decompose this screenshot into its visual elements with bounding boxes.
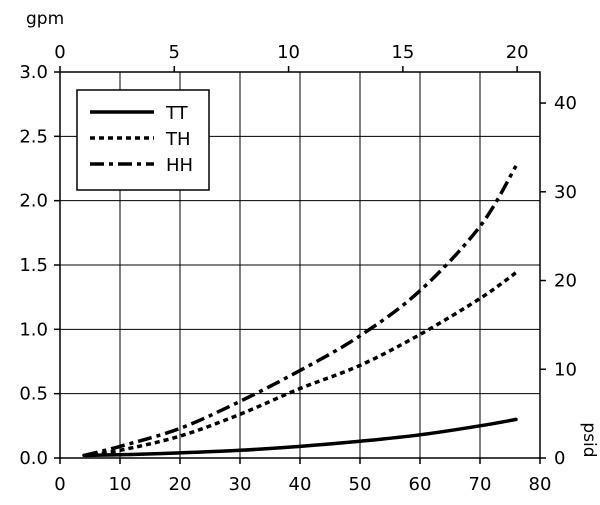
x-bottom-tick-label: 20	[169, 474, 192, 495]
legend-label-th: TH	[165, 129, 191, 150]
axes: 0 10 20 30 40 50 60 70 800 5 10 15 20gpm0.00.51.01.5…	[19, 9, 599, 495]
y-right-tick-label: 20	[554, 271, 577, 292]
series-line-hh	[83, 165, 518, 458]
x-bottom-tick-label: 0	[54, 474, 65, 495]
x-top-axis-label: gpm	[26, 9, 64, 29]
x-top-tick-label: 0	[54, 42, 65, 63]
y-right-tick-label: 40	[554, 93, 577, 114]
y-left-tick-label: 3.0	[19, 62, 48, 83]
x-top-tick-label: 10	[277, 42, 300, 63]
legend-label-hh: HH	[166, 155, 193, 176]
x-bottom-tick-label: 10	[109, 474, 132, 495]
y-left-tick-label: 1.0	[19, 319, 48, 340]
x-top-tick-label: 15	[391, 42, 414, 63]
y-left-tick-label: 1.5	[19, 255, 48, 276]
series-layer	[82, 165, 518, 458]
y-right-tick-label: 30	[554, 182, 577, 203]
x-top-tick-label: 20	[506, 42, 529, 63]
x-bottom-tick-label: 40	[289, 474, 312, 495]
legend-box	[76, 89, 210, 191]
x-bottom-tick-label: 60	[409, 474, 432, 495]
series-line-th	[83, 271, 518, 458]
x-bottom-tick-label: 80	[529, 474, 552, 495]
y-left-tick-label: 2.0	[19, 191, 48, 212]
x-top-tick-label: 5	[169, 42, 180, 63]
y-right-tick-label: 10	[554, 359, 577, 380]
y-right-tick-label: 0	[554, 448, 565, 469]
y-left-tick-label: 0.0	[19, 448, 48, 469]
x-bottom-tick-label: 70	[469, 474, 492, 495]
y-left-tick-label: 2.5	[19, 126, 48, 147]
series-line-tt	[82, 417, 518, 458]
y-left-tick-label: 0.5	[19, 384, 48, 405]
x-bottom-tick-label: 30	[229, 474, 252, 495]
y-right-axis-label: psid	[579, 422, 599, 457]
legend: TT TH HH	[76, 89, 210, 191]
legend-label-tt: TT	[165, 103, 189, 124]
x-bottom-tick-label: 50	[349, 474, 372, 495]
